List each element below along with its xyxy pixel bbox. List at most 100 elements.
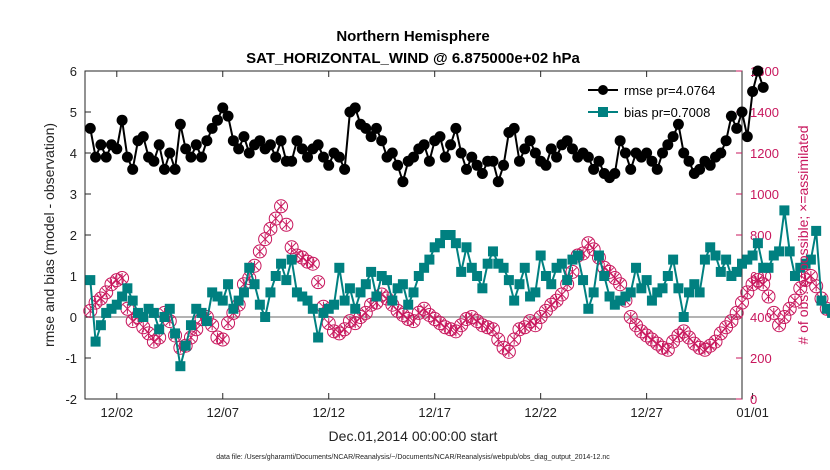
bias-point [122, 283, 133, 294]
bias-point [546, 279, 557, 290]
x-axis-ticks: 12/02 12/07 12/12 12/17 12/22 12/27 01/01 [101, 71, 769, 420]
obs-possible-point [99, 285, 114, 300]
bias-point [117, 291, 128, 302]
obs-assimilated-point [737, 297, 747, 308]
obs-possible-point [586, 242, 601, 257]
obs-possible-point [284, 240, 299, 255]
x-axis-label: Dec.01,2014 00:00:00 start [329, 428, 498, 444]
obs-possible-point [724, 314, 739, 329]
obs-possible-point [115, 271, 130, 286]
rmse-point [646, 155, 658, 167]
obs-assimilated-point [446, 324, 456, 335]
obs-possible-point [809, 279, 824, 294]
bias-point [270, 271, 281, 281]
rmse-point [227, 135, 239, 147]
obs-possible-point [703, 338, 718, 353]
bias-point [461, 242, 472, 253]
rmse-point [752, 65, 764, 77]
bias-point [265, 287, 276, 298]
obs-assimilated-point [340, 324, 350, 335]
y-axis-ticks: -2 -1 0 1 2 3 4 5 6 [65, 64, 91, 407]
obs-possible-point [411, 305, 426, 320]
obs-assimilated-point [536, 311, 546, 323]
bias-point [228, 303, 239, 314]
rmse-point [286, 155, 298, 167]
y2-axis-label: # of obs: o=possible; ×=assimilated [795, 125, 811, 344]
chart-title: Northern Hemisphere [336, 28, 489, 45]
obs-possible-point [406, 314, 421, 329]
bias-point [710, 250, 721, 261]
rmse-point [153, 139, 165, 151]
obs-possible-point [183, 330, 198, 345]
bias-point [556, 258, 567, 269]
bias-point [737, 258, 747, 269]
bias-point [774, 246, 785, 257]
bias-point [493, 258, 504, 269]
rmse-point [180, 143, 192, 155]
rmse-point [683, 155, 695, 167]
bias-point [646, 295, 657, 306]
rmse-point [455, 147, 467, 159]
bias-point [254, 299, 265, 310]
rmse-point [116, 114, 128, 126]
bias-point [763, 262, 774, 273]
rmse-point [90, 151, 102, 163]
rmse-point [720, 135, 732, 147]
bias-point [827, 307, 830, 318]
rmse-point [196, 151, 208, 163]
rmse-point [217, 102, 229, 114]
rmse-point [519, 143, 531, 155]
chart-subtitle: SAT_HORIZONTAL_WIND @ 6.875000e+02 hPa [246, 50, 580, 67]
obs-assimilated-point [790, 295, 800, 306]
rmse-point [111, 143, 123, 155]
rmse-point [169, 163, 181, 175]
bias-point [180, 340, 191, 351]
bias-point [329, 299, 340, 310]
obs-assimilated-point [552, 295, 562, 306]
bias-point [344, 283, 355, 294]
bias-point [472, 271, 483, 281]
bias-point [143, 303, 154, 314]
bias-point [397, 279, 408, 290]
obs-possible-point [787, 293, 802, 308]
bias-point [148, 307, 159, 318]
bias-point [567, 254, 578, 265]
obs-assimilated-point [361, 307, 371, 318]
bias-point [223, 279, 234, 290]
bias-point [668, 254, 679, 265]
obs-possible-point [252, 244, 267, 259]
obs-possible-point [697, 342, 712, 357]
rmse-point [450, 122, 462, 134]
bias-point [413, 271, 424, 281]
x-tick-label: 12/12 [312, 405, 345, 420]
obs-possible-point [756, 277, 771, 292]
obs-assimilated-point [255, 246, 265, 257]
obs-assimilated-point [212, 332, 223, 343]
rmse-point [614, 135, 626, 147]
obs-assimilated-point [785, 303, 795, 314]
bias-point [307, 303, 318, 314]
bias-point [673, 283, 684, 294]
rmse-point [201, 135, 213, 147]
bias-point [726, 271, 737, 281]
rmse-point [185, 151, 197, 163]
obs-assimilated-point [260, 234, 270, 245]
bias-point [588, 287, 599, 298]
bias-point [694, 287, 705, 298]
obs-assimilated-point [324, 318, 334, 329]
obs-assimilated-point [287, 242, 297, 253]
rmse-point [747, 86, 759, 97]
obs-possible-point [501, 344, 516, 359]
bias-point [487, 246, 498, 257]
rmse-point [100, 151, 112, 163]
rmse-point [651, 163, 663, 175]
y-tick-label: 0 [70, 310, 77, 325]
x-tick-label: 12/07 [206, 405, 239, 420]
bias-point [281, 275, 292, 286]
rmse-point [625, 163, 637, 175]
bias-point [159, 312, 170, 322]
rmse-point [333, 151, 345, 163]
bias-point [350, 303, 361, 314]
bias-point [578, 275, 589, 286]
bias-point [784, 246, 795, 257]
